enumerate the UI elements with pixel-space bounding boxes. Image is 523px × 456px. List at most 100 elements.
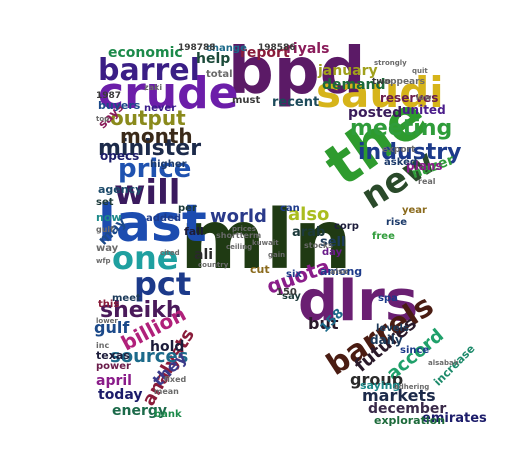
cloud-word-gain: gain (268, 251, 286, 259)
cloud-word-power: power (96, 361, 131, 372)
cloud-word-hold: hold (150, 339, 185, 355)
cloud-word-december: december (368, 401, 447, 417)
cloud-word-buyers: buyers (98, 99, 141, 112)
cloud-word-emirates: emirates (422, 411, 487, 426)
cloud-word-corp: corp (334, 221, 359, 232)
cloud-word-fixed: fixed (164, 375, 187, 384)
cloud-word-energy: energy (112, 403, 168, 419)
cloud-word-adhering: adhering (394, 383, 430, 391)
cloud-word-strongly: strongly (374, 59, 407, 67)
cloud-word-must: must (232, 95, 261, 106)
cloud-word-change: change (206, 43, 247, 54)
cloud-word-ceiling: ceiling (226, 243, 253, 251)
cloud-word-saying: saying (360, 379, 401, 392)
cloud-word-fall: fall (184, 225, 204, 238)
cloud-word-but: but (308, 314, 339, 333)
cloud-word-plans: plans (406, 159, 443, 173)
cloud-word-zaki: zaki (144, 83, 163, 92)
cloud-word-price: price (118, 154, 192, 184)
cloud-word-198586: 198586 (258, 43, 296, 53)
cloud-word-six: six (286, 269, 302, 280)
cloud-word-dlrs: dlrs (298, 269, 419, 334)
cloud-word-riyals: riyals (286, 41, 330, 57)
cloud-word-set: set (96, 197, 114, 208)
cloud-word-kuwait: kuwait (252, 239, 279, 247)
cloud-word-year: year (402, 205, 427, 216)
cloud-word-way: way (96, 243, 119, 254)
cloud-word-sources: sources (110, 346, 189, 367)
cloud-word-united: united (402, 103, 446, 117)
cloud-word-prices: prices (232, 225, 256, 233)
cloud-word-reserves: reserves (380, 91, 439, 105)
cloud-word-country: country (198, 261, 229, 269)
cloud-word-total: total (206, 69, 233, 80)
cloud-word-arab: arab (292, 225, 326, 240)
cloud-word-one: one (112, 239, 179, 277)
cloud-word-stocks: stocks (304, 241, 333, 250)
cloud-word-minister: minister (98, 136, 202, 161)
cloud-word-posted: posted (348, 105, 403, 121)
cloud-word-spa: spa (378, 293, 398, 304)
cloud-word-month: month (120, 124, 193, 148)
cloud-word-never: never (144, 103, 177, 114)
cloud-word-help: help (196, 51, 231, 67)
cloud-word-mln: mln (180, 193, 352, 288)
cloud-word-agency: agency (98, 183, 143, 196)
cloud-word-shortterm: shortterm (216, 231, 262, 240)
cloud-word-cut: cut (250, 263, 270, 276)
cloud-word-group: group (350, 370, 404, 389)
cloud-word-meeting: meeting (350, 116, 453, 141)
cloud-word-this: this (98, 299, 120, 310)
cloud-word-also: also (288, 204, 330, 225)
cloud-word-now: now (96, 211, 122, 224)
cloud-word-bank: bank (154, 409, 182, 420)
cloud-word-opecs: opecs (100, 149, 140, 163)
cloud-word-economic: economic (108, 45, 183, 61)
cloud-word-recent: recent (272, 95, 320, 110)
cloud-word-higher: higher (150, 159, 187, 170)
cloud-word-industry: industry (358, 140, 462, 165)
cloud-word-sell: sell (320, 235, 346, 250)
cloud-word-added: added (146, 213, 182, 224)
cloud-word-output: output (110, 106, 186, 130)
cloud-word-198788: 198788 (178, 43, 216, 53)
cloud-word-per: per (178, 203, 197, 214)
cloud-word-day: day (322, 247, 343, 258)
cloud-word-ali: ali (194, 247, 214, 263)
cloud-word-low: low (416, 93, 432, 102)
cloud-word-asked: asked (384, 157, 418, 168)
cloud-word-barrel: barrel (98, 53, 200, 88)
cloud-word-alsabah: alsabah (428, 359, 459, 367)
cloud-word-last: last (98, 194, 207, 254)
cloud-word-pct: pct (134, 265, 192, 303)
cloud-word-sheikh: sheikh (100, 298, 182, 323)
cloud-word-levels: levels (376, 323, 409, 334)
cloud-word-lower: lower (96, 317, 118, 325)
cloud-word-bpd: bpd (228, 35, 366, 109)
cloud-word-also: also (330, 267, 349, 276)
cloud-word-150: 150 (276, 287, 297, 298)
cloud-word-two: two (372, 77, 391, 87)
cloud-word-gulf: gulf (94, 318, 130, 337)
cloud-word-free: free (372, 231, 395, 242)
cloud-word-exploration: exploration (374, 414, 446, 427)
cloud-word-among: among (320, 265, 363, 278)
cloud-word-wfp: wfp (96, 257, 111, 265)
cloud-word-can: can (280, 203, 300, 214)
cloud-word-inc: inc (96, 341, 110, 350)
cloud-word-mean: mean (154, 387, 179, 396)
cloud-word-since: since (400, 345, 430, 356)
cloud-word-markets: markets (362, 386, 436, 405)
cloud-word-saudi: saudi (316, 68, 444, 117)
cloud-word-real: real (418, 177, 436, 186)
cloud-word-will: will (114, 173, 181, 213)
cloud-word-rise: rise (386, 217, 408, 228)
cloud-word-crude: crude (98, 68, 239, 119)
cloud-word-cited: cited (160, 249, 180, 257)
cloud-word-world: world (210, 206, 267, 227)
cloud-word-daily: daily (370, 333, 403, 347)
cloud-word-quit: quit (412, 67, 428, 75)
cloud-word-report: report (240, 45, 290, 61)
cloud-word-appears: appears (384, 77, 425, 87)
